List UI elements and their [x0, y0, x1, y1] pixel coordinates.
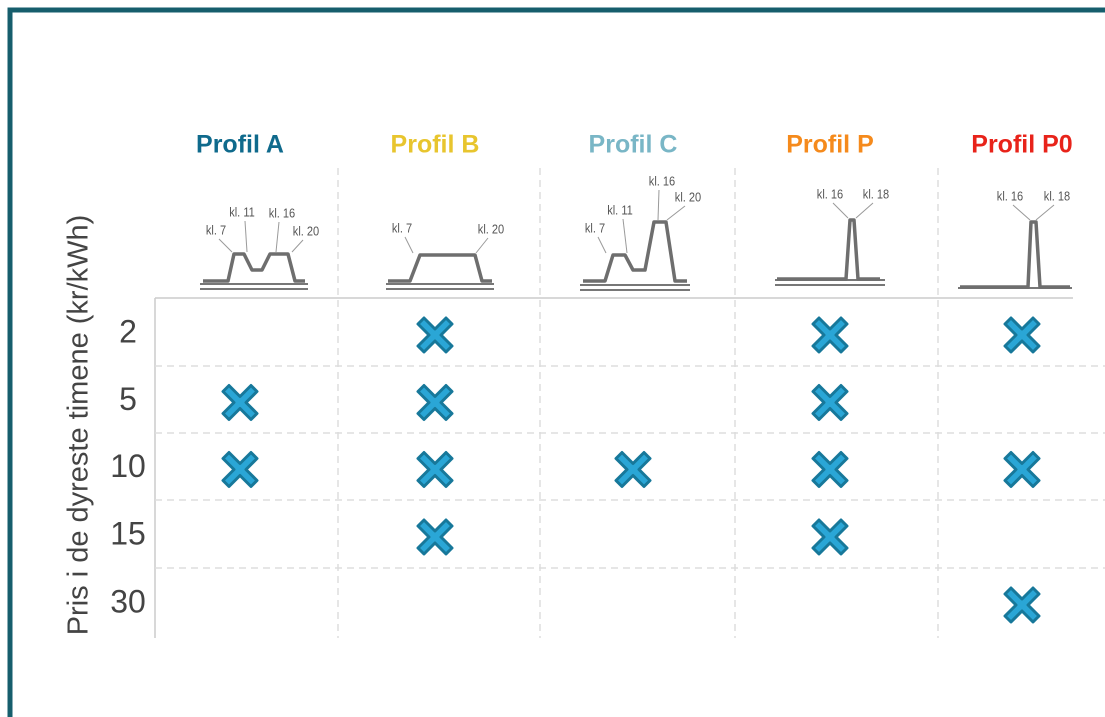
row-label: 10 [110, 448, 146, 484]
hour-label: kl. 18 [1044, 189, 1071, 204]
hour-label: kl. 16 [997, 189, 1024, 204]
profile-curve [203, 252, 305, 283]
check-mark [416, 518, 454, 556]
check-mark [416, 451, 454, 488]
leader-line [404, 236, 414, 254]
column-header: Profil P0 [971, 131, 1072, 159]
profile-curve [388, 253, 492, 283]
check-mark [614, 451, 652, 488]
hour-label: kl. 20 [478, 222, 505, 237]
row-label: 5 [119, 381, 137, 417]
check-mark [811, 518, 849, 556]
leader-line [1012, 204, 1031, 221]
y-axis-label: Pris i de dyreste timene (kr/kWh) [63, 215, 95, 636]
leader-line [622, 218, 628, 254]
check-mark [811, 384, 849, 421]
check-mark [221, 451, 259, 488]
leader-line [855, 202, 874, 219]
leader-line [475, 237, 489, 254]
leader-line [244, 220, 248, 253]
leader-line [666, 205, 686, 221]
hour-label: kl. 11 [229, 205, 255, 220]
profile-curve [960, 220, 1070, 289]
hour-label: kl. 16 [269, 206, 296, 221]
profile-curve [777, 218, 880, 281]
column-header: Profil C [589, 131, 678, 159]
row-label: 15 [110, 515, 146, 551]
leader-line [291, 239, 304, 253]
column-header: Profil P [786, 131, 874, 159]
profile-curve [583, 220, 687, 283]
check-mark [811, 316, 849, 354]
check-mark [221, 384, 259, 421]
hour-label: kl. 7 [585, 221, 606, 236]
hour-label: kl. 20 [675, 190, 702, 205]
row-label: 30 [110, 583, 146, 619]
column-header: Profil B [391, 131, 480, 159]
hour-label: kl. 7 [392, 221, 413, 236]
check-mark [811, 451, 849, 488]
leader-line [1035, 204, 1055, 221]
check-mark [416, 384, 454, 421]
leader-line [218, 238, 233, 253]
hour-label: kl. 16 [649, 174, 676, 189]
hour-label: kl. 11 [607, 203, 633, 218]
leader-line [597, 236, 607, 254]
hour-label: kl. 18 [863, 187, 890, 202]
leader-line [657, 189, 660, 221]
frame [7, 7, 1105, 717]
hour-label: kl. 7 [206, 223, 227, 238]
hour-label: kl. 20 [293, 224, 320, 239]
check-mark [416, 316, 454, 354]
leader-line [832, 202, 849, 219]
check-mark [1003, 316, 1041, 354]
row-label: 2 [119, 313, 137, 349]
hour-label: kl. 16 [817, 187, 844, 202]
column-header: Profil A [196, 131, 284, 159]
check-mark [1003, 586, 1041, 624]
leader-line [275, 221, 280, 253]
check-mark [1003, 451, 1041, 488]
